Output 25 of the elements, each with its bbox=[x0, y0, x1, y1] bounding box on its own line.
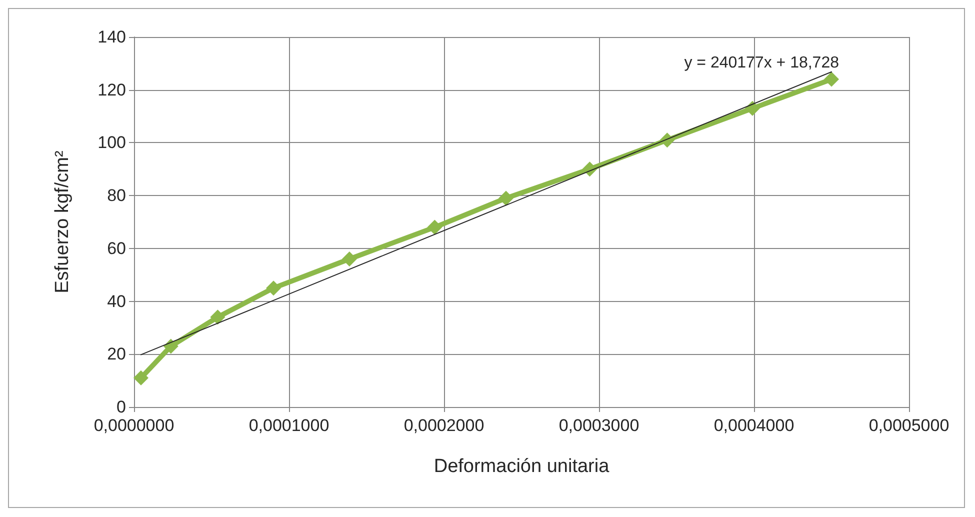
x-tick-label: 0,0002000 bbox=[404, 416, 484, 435]
point bbox=[163, 338, 178, 354]
y-tick-label: 20 bbox=[107, 344, 126, 364]
point bbox=[133, 370, 148, 386]
x-axis-title: Deformación unitaria bbox=[434, 456, 610, 477]
point bbox=[744, 100, 760, 116]
point bbox=[210, 310, 226, 325]
point bbox=[824, 72, 839, 87]
y-tick-label: 0 bbox=[116, 398, 126, 416]
x-tick-label: 0,0003000 bbox=[558, 416, 640, 435]
point bbox=[498, 190, 514, 206]
x-tick-label: 0,0005000 bbox=[868, 416, 950, 435]
x-tick-label: 0,0000000 bbox=[94, 416, 174, 435]
point bbox=[427, 220, 442, 235]
point bbox=[266, 280, 281, 296]
x-tick-label: 0,0004000 bbox=[714, 416, 794, 435]
y-tick-label: 40 bbox=[107, 292, 126, 311]
point bbox=[342, 252, 357, 266]
y-axis-title: Esfuerzo kgf/cm² bbox=[52, 150, 73, 294]
y-tick-label: 60 bbox=[107, 238, 126, 258]
y-tick-label: 80 bbox=[107, 186, 126, 206]
x-tick-label: 0,0001000 bbox=[248, 416, 330, 435]
y-tick-label: 100 bbox=[98, 133, 126, 152]
y-tick-label: 140 bbox=[98, 28, 126, 46]
y-tick-label: 120 bbox=[98, 80, 126, 100]
